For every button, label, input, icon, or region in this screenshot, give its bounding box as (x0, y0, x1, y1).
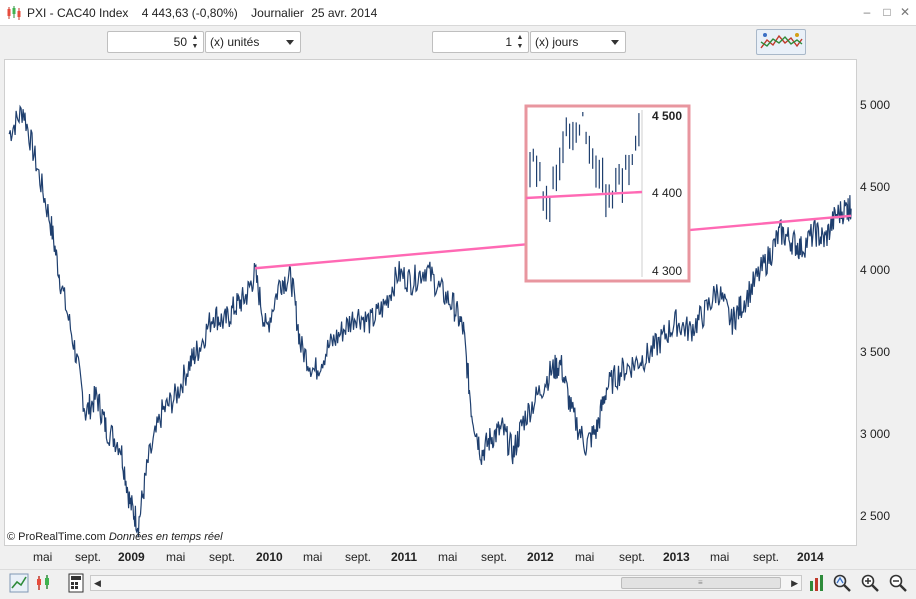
inset-price-label: 4 400 (652, 186, 682, 200)
chart-area[interactable]: 4 500 4 400 4 300 (4, 59, 857, 546)
x-tick-label: sept. (209, 550, 236, 564)
x-tick-label: mai (438, 550, 458, 564)
y-tick-label: 3 500 (860, 345, 891, 359)
scrollbar-thumb[interactable]: ≡ (621, 577, 781, 589)
close-icon[interactable]: ✕ (899, 5, 911, 19)
title-bar: PXI - CAC40 Index 4 443,63 (-0,80%) Jour… (0, 0, 916, 26)
chevron-down-icon (286, 40, 294, 45)
x-tick-label: mai (303, 550, 323, 564)
y-tick-label: 4 500 (860, 180, 891, 194)
x-tick-label: mai (33, 550, 53, 564)
bullish-icon[interactable] (808, 573, 828, 593)
x-tick-label: mai (166, 550, 186, 564)
minimize-icon[interactable]: – (863, 5, 871, 19)
x-tick-year-label: 2009 (118, 550, 145, 564)
units-stepper[interactable]: 50 ▲ ▼ (107, 31, 204, 53)
x-tick-year-label: 2011 (391, 550, 418, 564)
time-axis[interactable] (0, 546, 916, 568)
candlestick-icon (7, 6, 21, 20)
zoom-inset[interactable]: 4 500 4 400 4 300 (524, 104, 691, 283)
x-tick-year-label: 2013 (663, 550, 690, 564)
inset-price-label: 4 300 (652, 264, 682, 278)
days-dropdown[interactable]: (x) jours (530, 31, 626, 53)
zoom-in-icon[interactable] (860, 573, 880, 593)
zoom-out-icon[interactable] (888, 573, 908, 593)
x-tick-year-label: 2010 (256, 550, 283, 564)
grip-icon: ≡ (698, 578, 703, 587)
scroll-left-icon[interactable]: ◀ (94, 578, 101, 588)
units-label: (x) unités (210, 35, 260, 49)
price-change: 4 443,63 (-0,80%) (141, 6, 238, 20)
indicators-icon (760, 33, 803, 49)
days-label: (x) jours (535, 35, 579, 49)
date-label: 25 avr. 2014 (311, 6, 378, 20)
instrument-name: PXI - CAC40 Index (27, 6, 129, 20)
x-tick-label: mai (710, 550, 730, 564)
price-chart[interactable]: 4 500 4 400 4 300 (5, 60, 858, 547)
bar-display-icon[interactable] (34, 573, 54, 593)
x-tick-label: sept. (481, 550, 508, 564)
chevron-down-icon (611, 40, 619, 45)
stepper-arrows-icon[interactable]: ▲ ▼ (516, 34, 524, 50)
y-tick-label: 5 000 (860, 98, 891, 112)
zoom-auto-icon[interactable] (832, 573, 852, 593)
chart-type-icon[interactable] (9, 573, 29, 593)
y-tick-label: 2 500 (860, 509, 891, 523)
period-label: Journalier (251, 6, 304, 20)
inset-trendline (525, 190, 643, 200)
x-tick-label: sept. (753, 550, 780, 564)
x-tick-year-label: 2014 (797, 550, 824, 564)
days-stepper[interactable]: 1 ▲ ▼ (432, 31, 529, 53)
indicators-button[interactable] (756, 29, 806, 55)
status-bar: ◀ ≡ ▶ (0, 569, 916, 599)
x-tick-label: sept. (75, 550, 102, 564)
maximize-icon[interactable]: □ (883, 5, 891, 19)
x-tick-label: sept. (619, 550, 646, 564)
x-tick-label: mai (575, 550, 595, 564)
days-value: 1 (505, 35, 512, 49)
units-dropdown[interactable]: (x) unités (205, 31, 301, 53)
price-series-line[interactable] (8, 104, 852, 538)
units-value: 50 (173, 35, 187, 49)
window-title: PXI - CAC40 Index 4 443,63 (-0,80%) Jour… (27, 6, 387, 20)
x-tick-year-label: 2012 (527, 550, 554, 564)
y-tick-label: 4 000 (860, 263, 891, 277)
copyright-note: © ProRealTime.com Données en temps réel (7, 531, 223, 543)
inset-price-label: 4 500 (652, 109, 682, 123)
realtime-note: Données en temps réel (108, 531, 223, 543)
horizontal-scrollbar[interactable]: ◀ ≡ ▶ (90, 575, 802, 591)
calculator-icon[interactable] (66, 573, 86, 593)
stepper-arrows-icon[interactable]: ▲ ▼ (191, 34, 199, 50)
copyright-text: © ProRealTime.com (7, 531, 106, 543)
y-tick-label: 3 000 (860, 427, 891, 441)
control-bar: 50 ▲ ▼ (x) unités 1 ▲ ▼ (x) jours (0, 26, 916, 58)
scroll-right-icon[interactable]: ▶ (791, 578, 798, 588)
price-axis[interactable] (857, 59, 916, 546)
x-tick-label: sept. (345, 550, 372, 564)
